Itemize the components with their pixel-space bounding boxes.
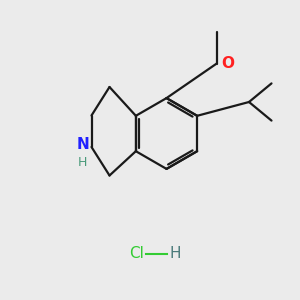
Text: N: N xyxy=(77,137,90,152)
Text: Cl: Cl xyxy=(129,246,144,261)
Text: H: H xyxy=(169,246,181,261)
Text: H: H xyxy=(78,156,87,169)
Text: O: O xyxy=(221,56,234,71)
